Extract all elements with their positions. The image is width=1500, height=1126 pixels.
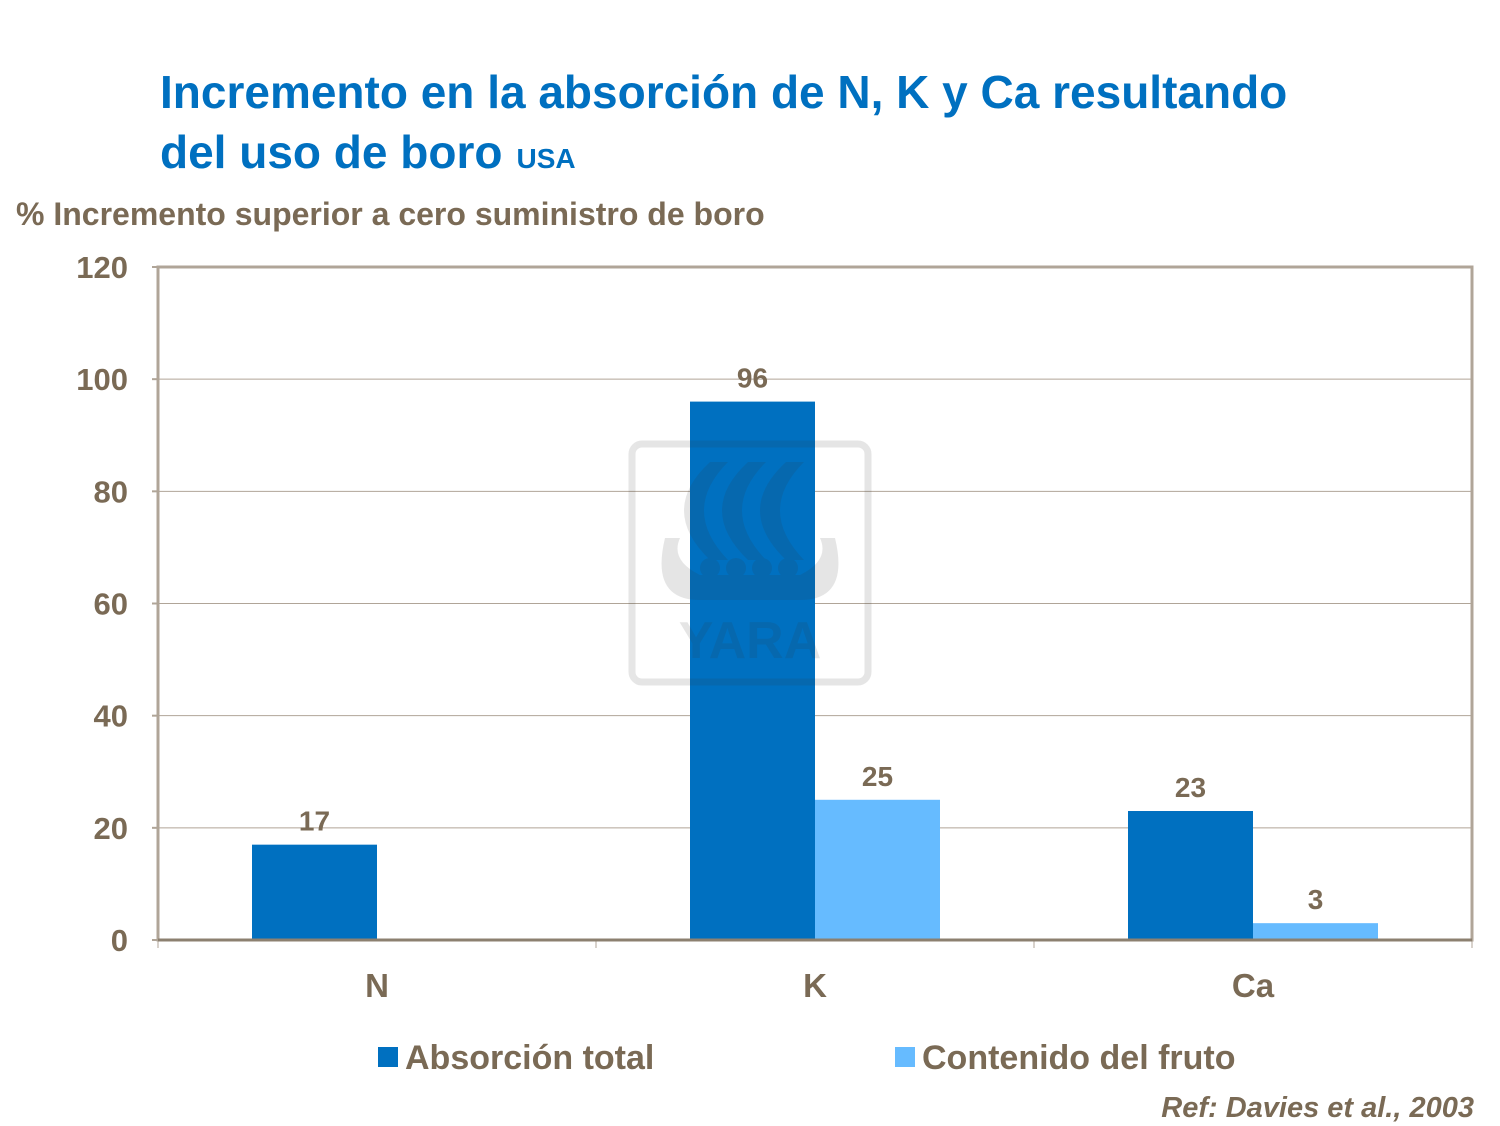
y-tick-label: 40: [94, 699, 128, 734]
legend-swatch: [378, 1047, 398, 1067]
y-tick-label: 20: [94, 811, 128, 846]
legend-label: Contenido del fruto: [922, 1039, 1236, 1077]
y-tick-label: 80: [94, 474, 128, 509]
y-tick-label: 120: [76, 250, 128, 285]
data-label: 23: [1175, 772, 1206, 803]
bar: [1253, 923, 1378, 940]
legend-label: Absorción total: [405, 1039, 654, 1077]
y-tick-label: 60: [94, 587, 128, 622]
subtitle: USA: [516, 143, 576, 174]
bar: [1128, 811, 1253, 940]
bar: [690, 401, 815, 941]
svg-text:YARA: YARA: [679, 612, 822, 670]
y-tick-label: 100: [76, 362, 128, 397]
chart-title: Incremento en la absorción de N, K y Ca …: [160, 62, 1287, 189]
y-axis-label: % Incremento superior a cero suministro …: [16, 196, 765, 232]
bar: [815, 799, 940, 940]
title-line-2: del uso de boro: [160, 126, 503, 178]
title-line-1: Incremento en la absorción de N, K y Ca …: [160, 66, 1288, 118]
y-tick-label: 0: [111, 923, 128, 958]
legend-swatch: [895, 1047, 915, 1067]
data-label: 3: [1308, 884, 1324, 915]
yara-logo-watermark: YARA: [628, 440, 872, 686]
x-tick-label: N: [365, 967, 389, 1004]
x-tick-label: K: [803, 967, 827, 1004]
bar: [252, 844, 377, 940]
reference: Ref: Davies et al., 2003: [1161, 1092, 1474, 1124]
x-tick-label: Ca: [1232, 967, 1275, 1004]
data-label: 25: [862, 761, 893, 792]
data-label: 96: [737, 363, 768, 394]
data-label: 17: [299, 806, 330, 837]
